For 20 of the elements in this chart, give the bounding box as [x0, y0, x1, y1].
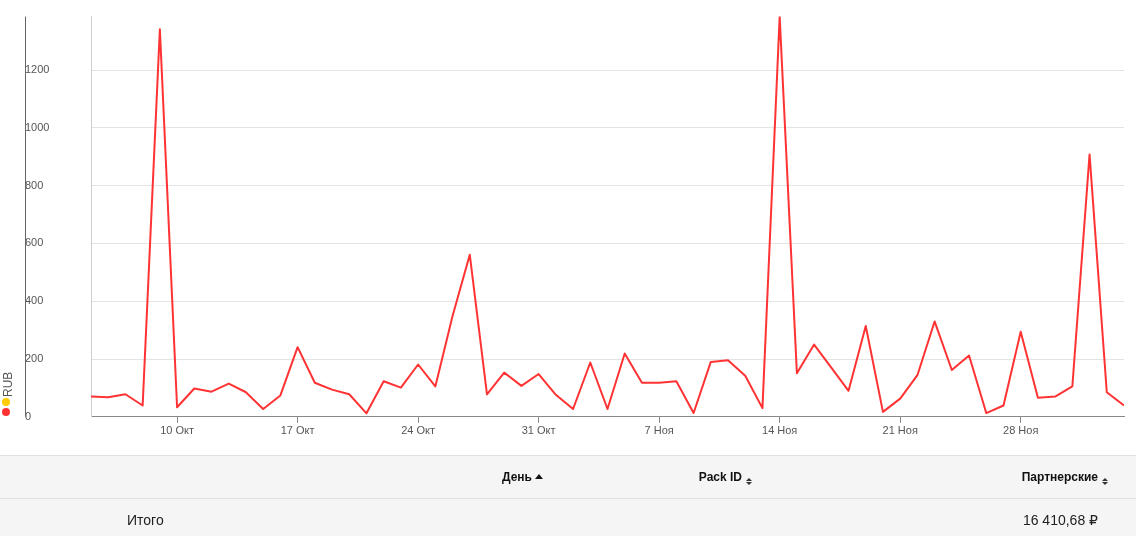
- x-tick-label: 14 Ноя: [762, 424, 798, 437]
- y-tick-label: 1000: [25, 120, 50, 133]
- x-tick-label: 21 Ноя: [882, 424, 918, 437]
- y-tick-label: 600: [25, 236, 44, 249]
- text: RUB: [1, 370, 15, 397]
- y-tick-label: 1200: [25, 63, 50, 76]
- text: Pack ID: [698, 470, 742, 484]
- x-tick-label: 28 Ноя: [1003, 424, 1039, 437]
- x-tick-label: 10 Окт: [160, 424, 194, 437]
- x-tick-label: 31 Окт: [521, 424, 556, 437]
- text: 16 410,68 ₽: [1022, 512, 1098, 528]
- text: Итого: [127, 512, 164, 528]
- text: Партнерские: [1021, 470, 1098, 484]
- y-tick-label: 400: [25, 294, 44, 307]
- x-tick-label: 17 Окт: [280, 424, 315, 437]
- x-tick-label: 7 Ноя: [644, 424, 674, 437]
- x-tick-label: 24 Окт: [401, 424, 436, 437]
- text: День: [502, 470, 532, 484]
- y-tick-label: 200: [25, 352, 44, 365]
- y-tick-label: 800: [25, 178, 44, 191]
